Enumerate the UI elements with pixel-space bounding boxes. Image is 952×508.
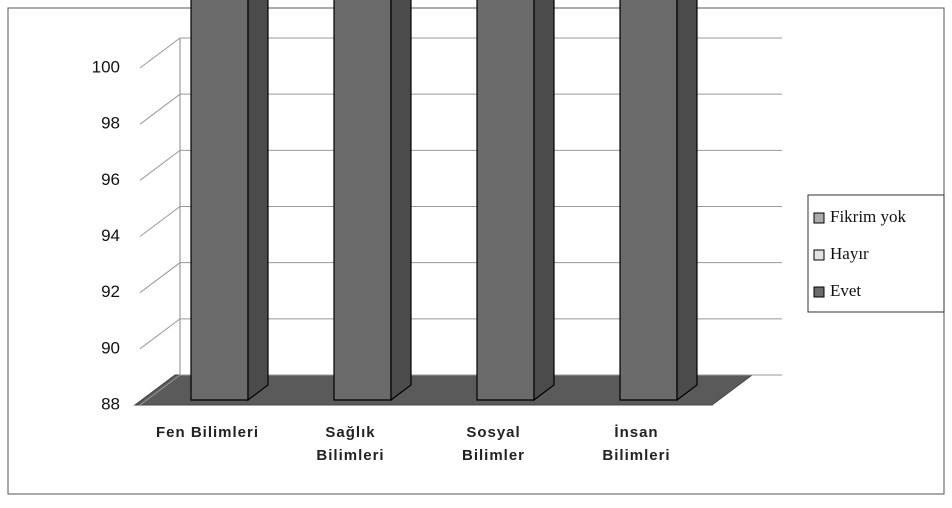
x-tick-label: İnsan Bilimleri: [602, 424, 671, 464]
bar-side: [533, 0, 555, 402]
legend-label: Evet: [830, 281, 861, 300]
bar-front: [333, 0, 392, 401]
bar-side: [390, 0, 412, 402]
x-tick-label: Sağlık Bilimleri: [316, 424, 385, 464]
bar-front: [619, 0, 678, 401]
y-tick-label: 92: [101, 282, 120, 301]
y-tick-label: 98: [101, 114, 120, 133]
grid-line: [139, 374, 782, 406]
bar-front: [190, 0, 249, 401]
grid-line: [139, 206, 782, 237]
grid-line: [139, 318, 782, 350]
y-tick-label: 96: [101, 170, 120, 189]
y-tick-label: 88: [101, 394, 120, 413]
y-tick-label: 90: [101, 338, 120, 357]
grid-line: [139, 37, 782, 69]
chart-frame: [7, 7, 945, 495]
legend-label: Hayır: [830, 244, 869, 263]
bar-segment: [190, 0, 269, 402]
x-tick-label: Sosyal Bilimler: [461, 424, 526, 464]
bar-segment: [476, 0, 555, 402]
legend-swatch: [813, 212, 825, 224]
x-tick-label: Fen Bilimleri: [155, 424, 260, 441]
bar-side: [676, 0, 698, 402]
grid-line: [139, 149, 782, 181]
grid-line: [139, 93, 782, 125]
legend-swatch: [813, 286, 825, 298]
y-tick-label: 94: [101, 226, 120, 245]
legend-label: Fikrim yok: [830, 207, 907, 226]
bar-segment: [619, 0, 698, 402]
y-tick-label: 100: [92, 57, 120, 76]
legend-swatch: [813, 249, 825, 261]
bar-segment: [333, 0, 412, 402]
grid-line: [139, 262, 782, 294]
bar-front: [476, 0, 535, 401]
legend-box: [807, 194, 945, 313]
bar-side: [247, 0, 269, 402]
